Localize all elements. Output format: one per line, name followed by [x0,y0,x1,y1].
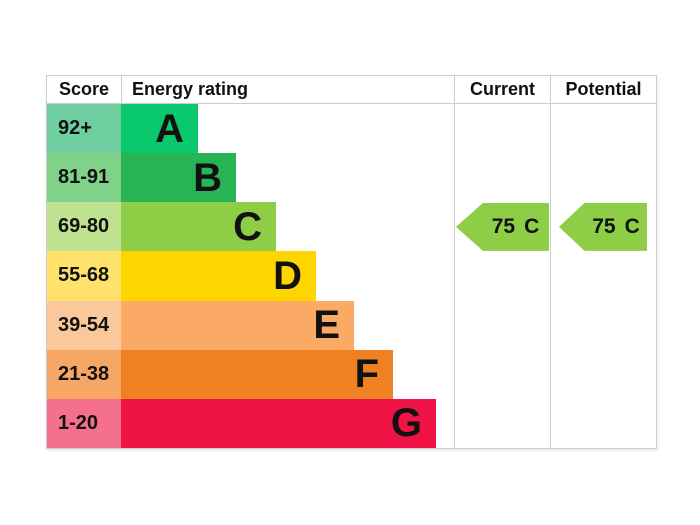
score-header: Score [58,79,110,99]
rating-letter: A [155,106,184,151]
rating-bar: C [121,202,276,252]
epc-chart: Score Energy rating Current Potential 92… [46,75,657,449]
potential-cell [550,300,656,350]
score-range-cell: 69-80 [47,202,121,252]
current-cell [454,349,550,399]
current-cell: 75 C [454,202,550,252]
current-cell [454,300,550,350]
rating-bar: F [121,349,393,399]
rating-bar: D [121,251,316,301]
current-rating-arrow: 75 C [456,202,549,251]
potential-cell [550,398,656,448]
current-cell [454,104,550,154]
current-cell [454,251,550,301]
band-row: 39-54 E [47,300,656,350]
epc-header-row: Score Energy rating Current Potential [47,76,656,104]
band-row: 69-80 C 75 C 75 C [47,202,656,252]
rating-bar: B [121,153,236,203]
band-row: 92+ A [47,104,656,154]
potential-cell [550,349,656,399]
current-rating-arrow-value: 75 [491,214,516,238]
potential-rating-arrow-value: 75 [592,214,616,238]
potential-cell [550,153,656,203]
rating-header: Energy rating [121,76,454,103]
rating-bar: E [121,300,354,350]
rating-letter: F [354,352,379,397]
rating-bar-cell: D [121,251,454,301]
rating-bar-cell: A [121,104,454,154]
rating-bar-cell: G [121,398,454,448]
potential-header: Potential [550,76,656,103]
score-range-cell: 55-68 [47,251,121,301]
current-cell [454,153,550,203]
rating-bar-cell: C [121,202,454,252]
rating-bar-cell: B [121,153,454,203]
potential-cell [550,104,656,154]
current-rating-arrow-band: C [524,214,540,238]
rating-bar: G [121,398,436,448]
rating-letter: D [273,253,302,298]
score-range-cell: 21-38 [47,349,121,399]
band-row: 1-20 G [47,398,656,448]
rating-letter: G [390,401,422,446]
current-cell [454,398,550,448]
potential-cell [550,251,656,301]
band-row: 81-91 B [47,153,656,203]
score-range-cell: 39-54 [47,300,121,350]
potential-rating-arrow-band: C [624,214,640,238]
rating-letter: B [193,155,222,200]
current-header: Current [454,76,550,103]
score-range-cell: 81-91 [47,153,121,203]
score-range-cell: 92+ [47,104,121,154]
potential-rating-arrow: 75 C [559,202,647,251]
band-row: 55-68 D [47,251,656,301]
band-row: 21-38 F [47,349,656,399]
rating-letter: C [233,204,262,249]
rating-bar-cell: F [121,349,454,399]
rating-letter: E [313,303,340,348]
score-range-cell: 1-20 [47,398,121,448]
potential-cell: 75 C [550,202,656,252]
rating-bar: A [121,104,198,154]
rating-bar-cell: E [121,300,454,350]
